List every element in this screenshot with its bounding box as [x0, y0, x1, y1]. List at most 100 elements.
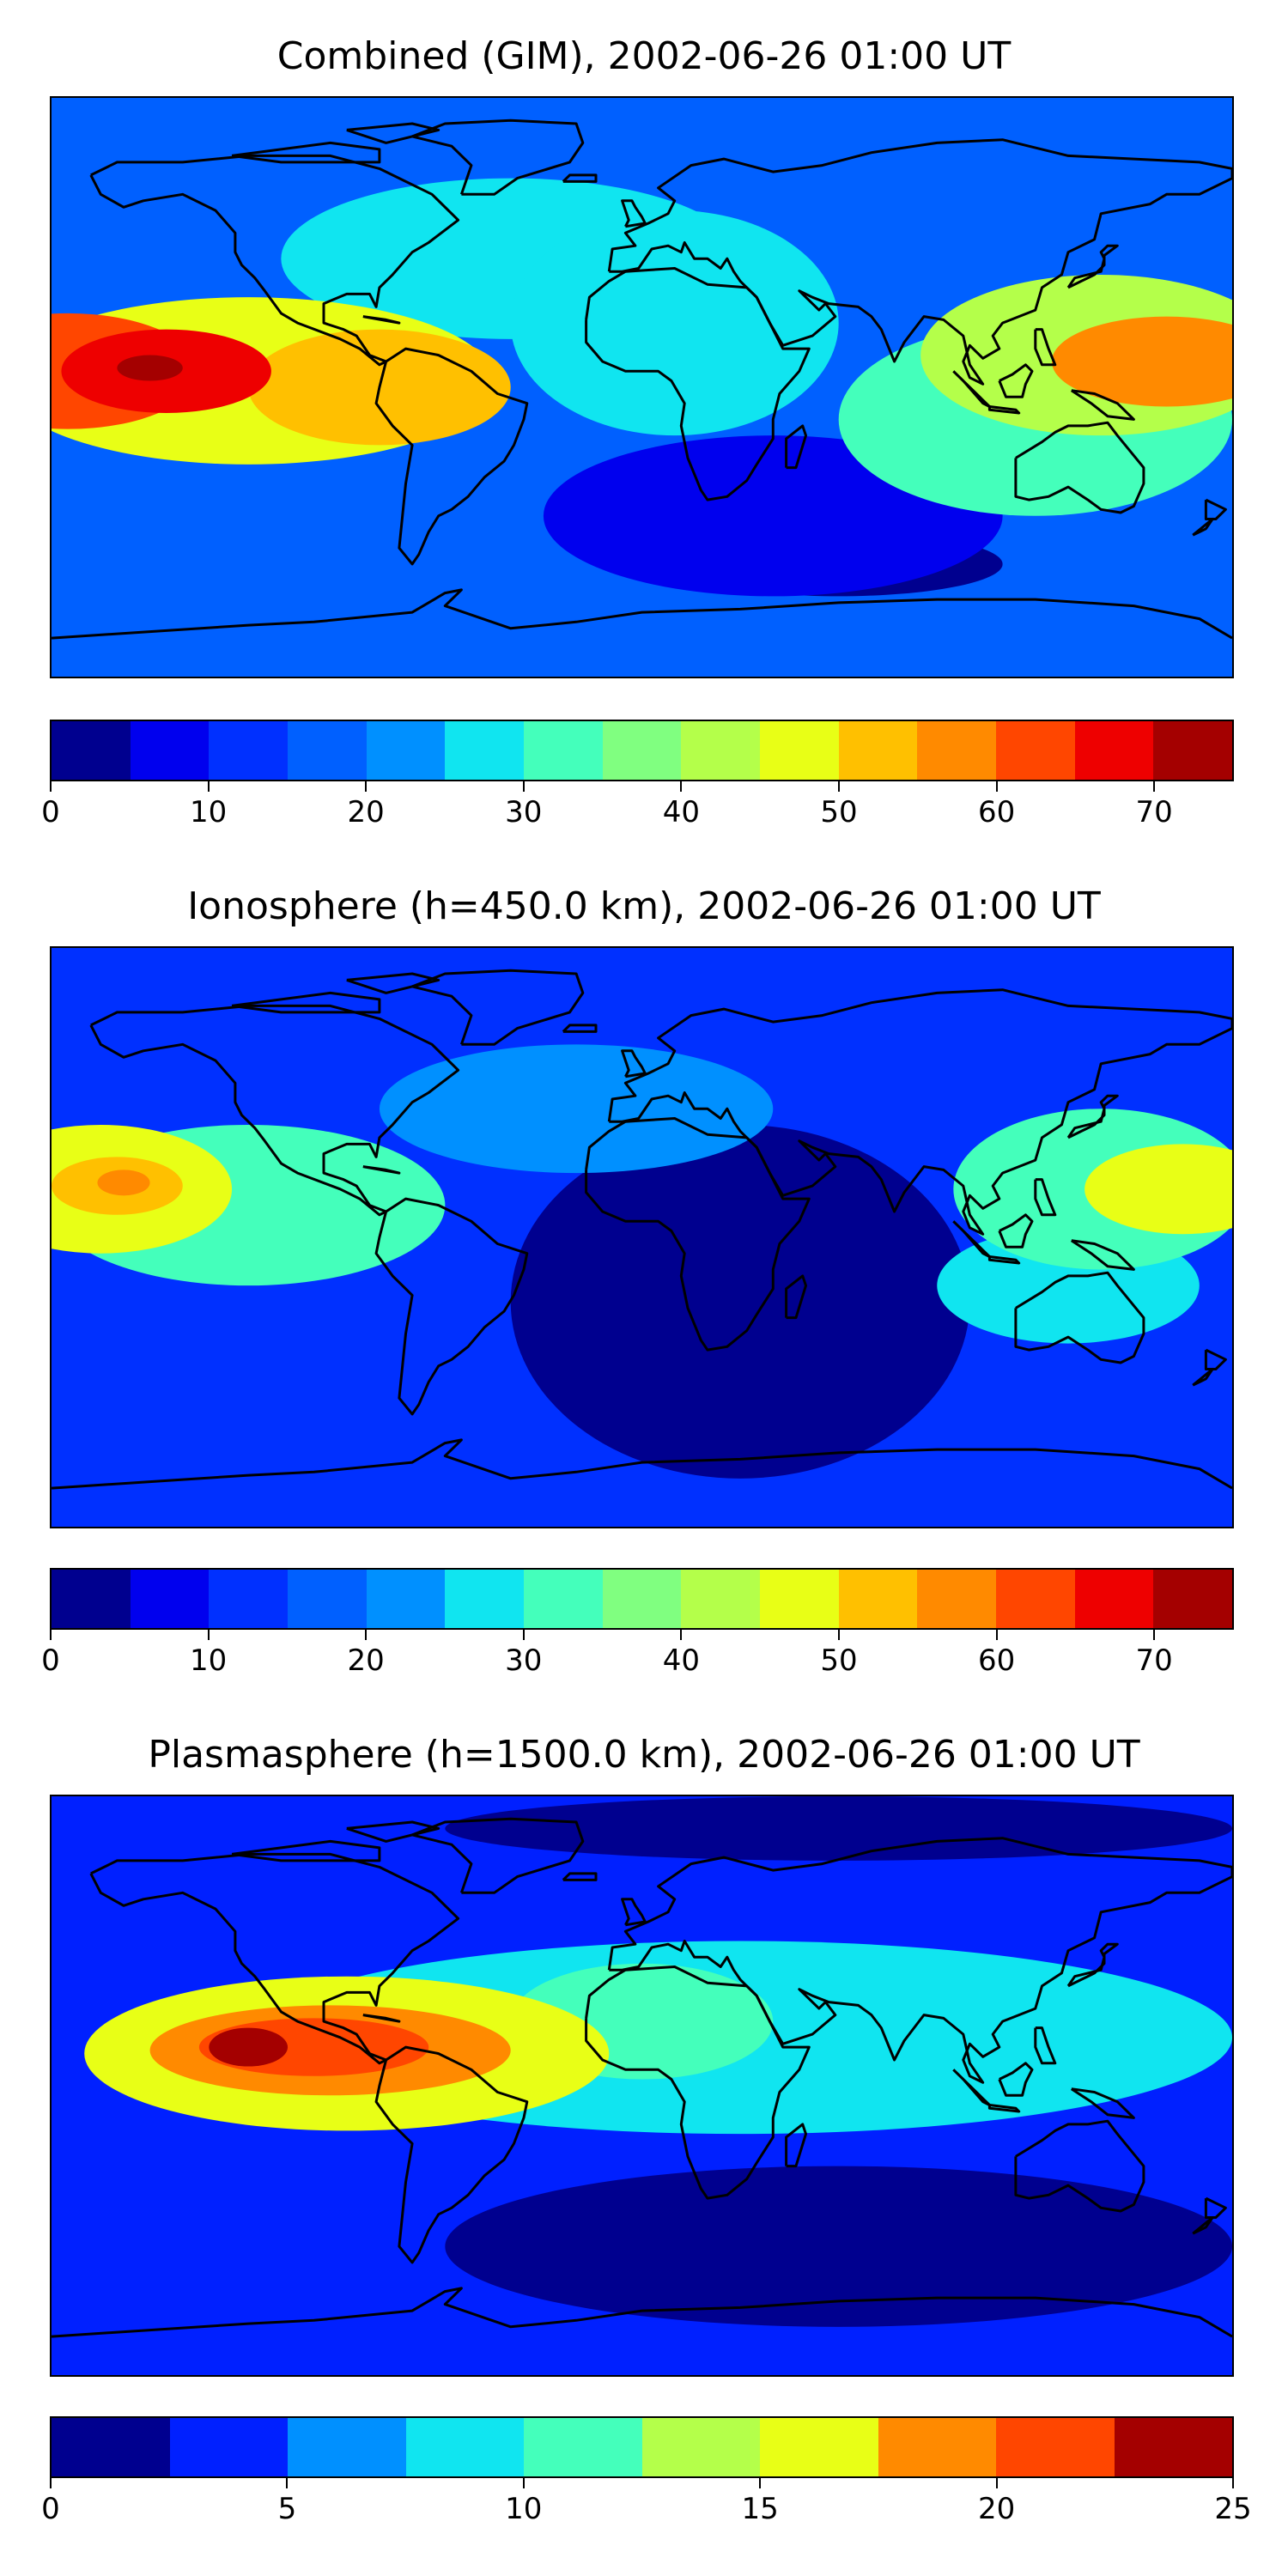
coastline — [374, 347, 529, 566]
colorbar-segment — [996, 1570, 1075, 1628]
colorbar-segment — [641, 2418, 760, 2476]
panel-title: Combined (GIM), 2002-06-26 01:00 UT — [276, 34, 1012, 78]
coastline — [1034, 328, 1057, 367]
colorbar-tick-label: 40 — [662, 795, 701, 829]
contour-region — [209, 2027, 288, 2067]
colorbar-tick-label: 25 — [1214, 2492, 1252, 2526]
coastline — [410, 118, 585, 196]
colorbar-tick — [207, 780, 210, 792]
colorbar-tick-label: 0 — [41, 2492, 60, 2526]
coastline — [562, 173, 598, 183]
colorbar-tick-label: 20 — [977, 2492, 1016, 2526]
colorbar-segment — [996, 721, 1075, 780]
colorbar-segment — [209, 721, 289, 780]
colorbar-segment — [366, 721, 446, 780]
coastline — [998, 1213, 1034, 1249]
colorbar-segment — [209, 1570, 289, 1628]
colorbar-tick — [680, 780, 683, 792]
colorbar-ticks: 0 10 20 30 40 50 60 70 — [41, 780, 1234, 831]
coastline — [621, 1898, 647, 1927]
colorbar-tick-label: 5 — [277, 2492, 297, 2526]
contour-region — [117, 355, 183, 381]
colorbar-tick — [759, 2476, 762, 2488]
colorbar-tick — [838, 1628, 840, 1640]
coastline — [231, 141, 381, 164]
coastline — [52, 588, 1232, 640]
colorbar-tick — [50, 1628, 52, 1640]
colorbar-tick-label: 70 — [1135, 1643, 1173, 1678]
colorbar-segment — [52, 721, 131, 780]
colorbar-tick-label: 50 — [820, 795, 858, 829]
coastline — [1014, 1271, 1145, 1364]
colorbar-segment — [878, 2418, 996, 2476]
coastline — [562, 1024, 598, 1033]
colorbar-segment — [602, 721, 682, 780]
coastline — [785, 424, 807, 470]
colorbar-tick-label: 20 — [347, 795, 385, 829]
coastline — [231, 991, 381, 1014]
coastline — [1034, 1178, 1057, 1217]
colorbar-segment — [681, 1570, 761, 1628]
coastline — [52, 2287, 1232, 2338]
colorbar-tick — [365, 780, 368, 792]
colorbar-tick — [522, 2476, 525, 2488]
coastline — [1066, 244, 1119, 289]
coastline — [562, 1872, 598, 1881]
colorbar-ticks: 0 10 20 30 40 50 60 70 — [41, 1628, 1234, 1680]
colorbar-tick-label: 10 — [505, 2492, 543, 2526]
coastline — [987, 2104, 1021, 2113]
coastline — [410, 969, 585, 1046]
colorbar-segment — [1074, 1570, 1154, 1628]
colorbar-tick — [50, 2476, 52, 2488]
colorbar-tick-label: 20 — [347, 1643, 385, 1678]
coastline — [1066, 1942, 1119, 1988]
colorbar-tick — [995, 1628, 998, 1640]
coastline — [1014, 421, 1145, 514]
contour-region — [97, 1170, 150, 1196]
coastline — [621, 199, 647, 228]
colorbar-segment — [760, 1570, 839, 1628]
colorbar-tick — [1232, 2476, 1234, 2488]
colorbar-segment — [288, 721, 367, 780]
colorbar-tick — [995, 2476, 998, 2488]
colorbar-segment — [52, 1570, 131, 1628]
colorbar-tick-label: 30 — [505, 795, 543, 829]
colorbar-segment — [838, 1570, 918, 1628]
colorbar-tick — [680, 1628, 683, 1640]
colorbar-segment — [445, 721, 525, 780]
coastline — [1070, 389, 1135, 421]
coastline — [1204, 498, 1227, 520]
colorbar-tick — [365, 1628, 368, 1640]
panel-title: Ionosphere (h=450.0 km), 2002-06-26 01:0… — [187, 884, 1101, 928]
colorbar-segment — [760, 2418, 878, 2476]
coastlines — [52, 1817, 1232, 2338]
contour-region — [379, 1044, 774, 1174]
colorbar-segment — [405, 2418, 524, 2476]
colorbar-segment — [917, 1570, 997, 1628]
colorbar-segment — [130, 1570, 210, 1628]
colorbar-tick-label: 10 — [189, 795, 228, 829]
colorbar-tick — [1153, 780, 1156, 792]
colorbar-tick-label: 60 — [977, 1643, 1016, 1678]
coastline — [585, 1965, 811, 2200]
colorbar-tick-label: 70 — [1135, 795, 1173, 829]
colorbar-tick — [1153, 1628, 1156, 1640]
colorbar-segment — [1153, 721, 1233, 780]
map-svg — [52, 1796, 1232, 2375]
colorbar-tick-label: 60 — [977, 795, 1016, 829]
colorbar-segment — [169, 2418, 288, 2476]
colorbar-tick-label: 50 — [820, 1643, 858, 1678]
coastline — [52, 1438, 1232, 1490]
tec-map — [50, 946, 1234, 1528]
coastline — [585, 1117, 811, 1352]
colorbar-segment — [1074, 721, 1154, 780]
map-svg — [52, 948, 1232, 1527]
colorbar-segment — [445, 1570, 525, 1628]
coastline — [89, 1004, 460, 1217]
colorbar-tick-label: 15 — [741, 2492, 779, 2526]
coastline — [1204, 1348, 1227, 1370]
colorbar-segment — [366, 1570, 446, 1628]
colorbar-tick-label: 30 — [505, 1643, 543, 1678]
coastline — [1034, 2026, 1057, 2065]
colorbar-tick — [50, 780, 52, 792]
